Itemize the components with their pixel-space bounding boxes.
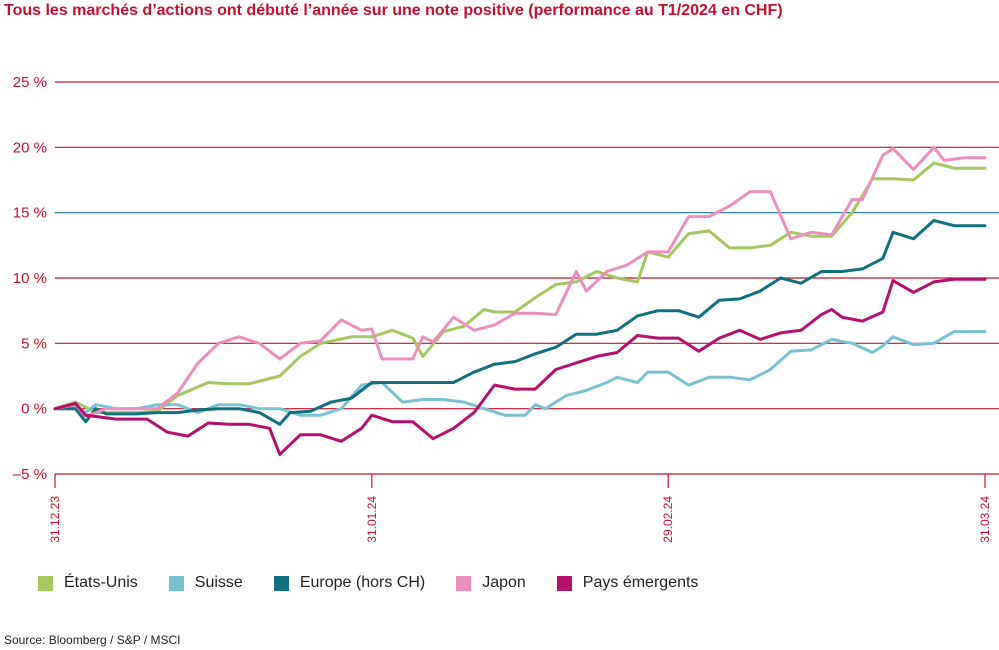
y-tick-label: 25 % [13,74,47,91]
y-tick-label: 0 % [21,401,47,418]
legend-label: Suisse [194,574,243,591]
source-note: Source: Bloomberg / S&P / MSCI [4,633,181,647]
x-tick-label: 31.03.24 [978,496,992,543]
legend-swatch [556,575,572,591]
y-tick-label: 5 % [21,335,47,352]
x-tick-label: 29.02.24 [661,496,675,543]
series-line [53,161,987,415]
y-axis-ticks: –5 % 0 % 5 % 10 % 15 % 20 % 25 % [13,74,47,483]
series-line [53,219,987,426]
y-tick-label: 10 % [13,270,47,287]
series-lines [53,145,987,456]
legend-label: Pays émergents [582,574,699,591]
legend-item: États-Unis [38,574,138,592]
legend-item: Europe (hors CH) [273,574,426,592]
y-tick-label: –5 % [13,466,47,483]
legend-item: Japon [456,574,526,592]
x-axis: 31.12.23 31.01.24 29.02.24 31.03.24 [48,474,992,543]
legend-label: Japon [482,574,526,591]
x-tick-label: 31.12.23 [48,496,62,543]
y-tick-label: 15 % [13,205,47,222]
legend-item: Pays émergents [556,574,699,592]
series-line [53,330,987,417]
series-line [53,145,987,418]
legend-swatch [38,575,53,591]
x-tick-label: 31.01.24 [365,496,379,543]
legend-swatch [456,575,472,591]
gridlines [55,81,999,475]
legend-label: Europe (hors CH) [299,574,426,591]
legend-item: Suisse [168,574,243,592]
y-tick-label: 20 % [13,139,47,156]
legend: États-Unis Suisse Europe (hors CH) Japon Pay… [38,574,729,592]
series-line [53,277,987,456]
line-chart: –5 % 0 % 5 % 10 % 15 % 20 % 25 % 31.12.23 31.01… [13,74,999,543]
legend-swatch [168,575,184,591]
legend-swatch [273,575,289,591]
legend-label: États-Unis [64,574,138,591]
chart-title: Tous les marchés d’actions ont débuté l’… [4,2,783,19]
